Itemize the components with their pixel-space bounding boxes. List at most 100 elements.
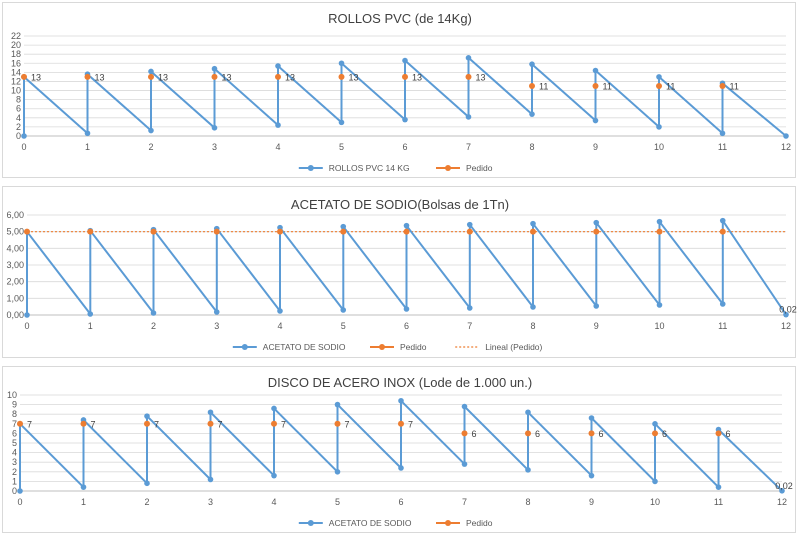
stock-point	[656, 124, 662, 130]
order-data-label: 6	[472, 429, 477, 439]
stock-point	[652, 478, 658, 485]
x-tick-label: 4	[271, 497, 276, 507]
stock-point	[275, 122, 281, 128]
x-tick-label: 8	[530, 321, 535, 331]
x-tick-label: 0	[17, 497, 22, 507]
series-line-stock	[26, 219, 787, 316]
x-tick-label: 11	[714, 497, 723, 507]
legend-label: ACETATO DE SODIO	[263, 342, 346, 352]
x-tick-label: 1	[88, 321, 93, 331]
order-point	[465, 73, 472, 80]
stock-point	[148, 68, 154, 75]
order-point	[656, 228, 663, 235]
x-tick-label: 2	[148, 142, 153, 152]
legend-marker-order	[379, 344, 385, 350]
stock-point	[461, 461, 468, 467]
stock-point	[17, 488, 23, 494]
y-tick-label: 6,00	[6, 210, 24, 220]
order-data-label: 6	[599, 429, 604, 439]
stock-point	[340, 307, 347, 313]
y-tick-label: 8	[12, 409, 17, 419]
x-tick-label: 8	[529, 142, 534, 152]
stock-point	[398, 465, 404, 471]
stock-point	[783, 133, 789, 139]
x-tick-label: 12	[781, 142, 791, 152]
stock-point	[715, 484, 722, 490]
chart-rollos-pvc-svg: ROLLOS PVC (de 14Kg)02468101214161820220…	[11, 11, 791, 173]
order-point	[461, 430, 468, 437]
end-data-label: 0,02	[775, 481, 793, 491]
legend-label: Lineal (Pedido)	[485, 342, 542, 352]
stock-point	[334, 469, 341, 475]
stock-point	[466, 221, 473, 228]
y-tick-label: 1,00	[6, 293, 24, 303]
stock-point	[207, 409, 214, 416]
order-data-label: 13	[222, 72, 232, 82]
stock-point	[719, 301, 726, 307]
order-point	[530, 228, 536, 235]
order-point	[652, 430, 658, 437]
stock-point	[530, 220, 536, 227]
stock-point	[150, 310, 157, 316]
x-tick-label: 6	[402, 142, 407, 152]
order-point	[21, 73, 27, 80]
stock-point	[213, 309, 220, 315]
stock-point	[24, 312, 30, 318]
x-tick-label: 11	[718, 142, 727, 152]
stock-point	[144, 413, 150, 419]
stock-point	[207, 476, 214, 483]
legend-marker-order	[445, 165, 451, 171]
x-tick-label: 2	[151, 321, 156, 331]
y-tick-label: 10	[7, 390, 17, 400]
x-tick-label: 7	[467, 321, 472, 331]
stock-point	[403, 222, 410, 229]
stock-point	[148, 127, 154, 134]
order-data-label: 6	[662, 429, 667, 439]
order-point	[87, 228, 94, 235]
legend-marker-stock	[241, 344, 248, 350]
y-tick-label: 2	[12, 467, 17, 477]
y-tick-label: 10	[11, 86, 21, 96]
order-point	[338, 73, 345, 80]
y-tick-label: 9	[12, 400, 17, 410]
x-tick-label: 9	[589, 497, 594, 507]
stock-point	[211, 65, 218, 72]
order-data-label: 7	[408, 419, 413, 429]
x-tick-label: 5	[341, 321, 346, 331]
y-tick-label: 22	[11, 31, 21, 41]
order-point	[529, 83, 535, 89]
chart-title: ACETATO DE SODIO(Bolsas de 1Tn)	[291, 197, 509, 212]
order-data-label: 11	[539, 82, 548, 92]
order-point	[275, 73, 281, 80]
order-point	[207, 420, 214, 427]
stock-point	[275, 63, 281, 69]
order-data-label: 7	[27, 419, 32, 429]
y-tick-label: 3,00	[6, 260, 24, 270]
x-tick-label: 7	[466, 142, 471, 152]
stock-point	[588, 415, 595, 421]
order-data-label: 13	[476, 72, 486, 82]
stock-point	[525, 409, 531, 416]
stock-point	[271, 405, 277, 412]
series-line-stock	[23, 56, 787, 137]
legend-label: Pedido	[466, 163, 493, 173]
order-point	[144, 420, 150, 427]
x-tick-label: 1	[85, 142, 90, 152]
order-point	[592, 83, 599, 89]
order-data-label: 13	[412, 72, 422, 82]
y-tick-label: 20	[11, 40, 21, 50]
stock-point	[592, 67, 599, 74]
x-tick-label: 6	[398, 497, 403, 507]
x-tick-label: 1	[81, 497, 86, 507]
order-point	[17, 420, 23, 427]
y-tick-label: 5,00	[6, 227, 24, 237]
stock-point	[719, 130, 726, 137]
x-tick-label: 9	[593, 142, 598, 152]
stock-point	[783, 311, 789, 318]
legend-label: ACETATO DE SODIO	[329, 518, 412, 528]
stock-point	[525, 467, 531, 473]
chart-title: ROLLOS PVC (de 14Kg)	[328, 11, 472, 26]
stock-point	[465, 114, 472, 120]
stock-point	[656, 218, 663, 225]
order-point	[398, 420, 404, 427]
